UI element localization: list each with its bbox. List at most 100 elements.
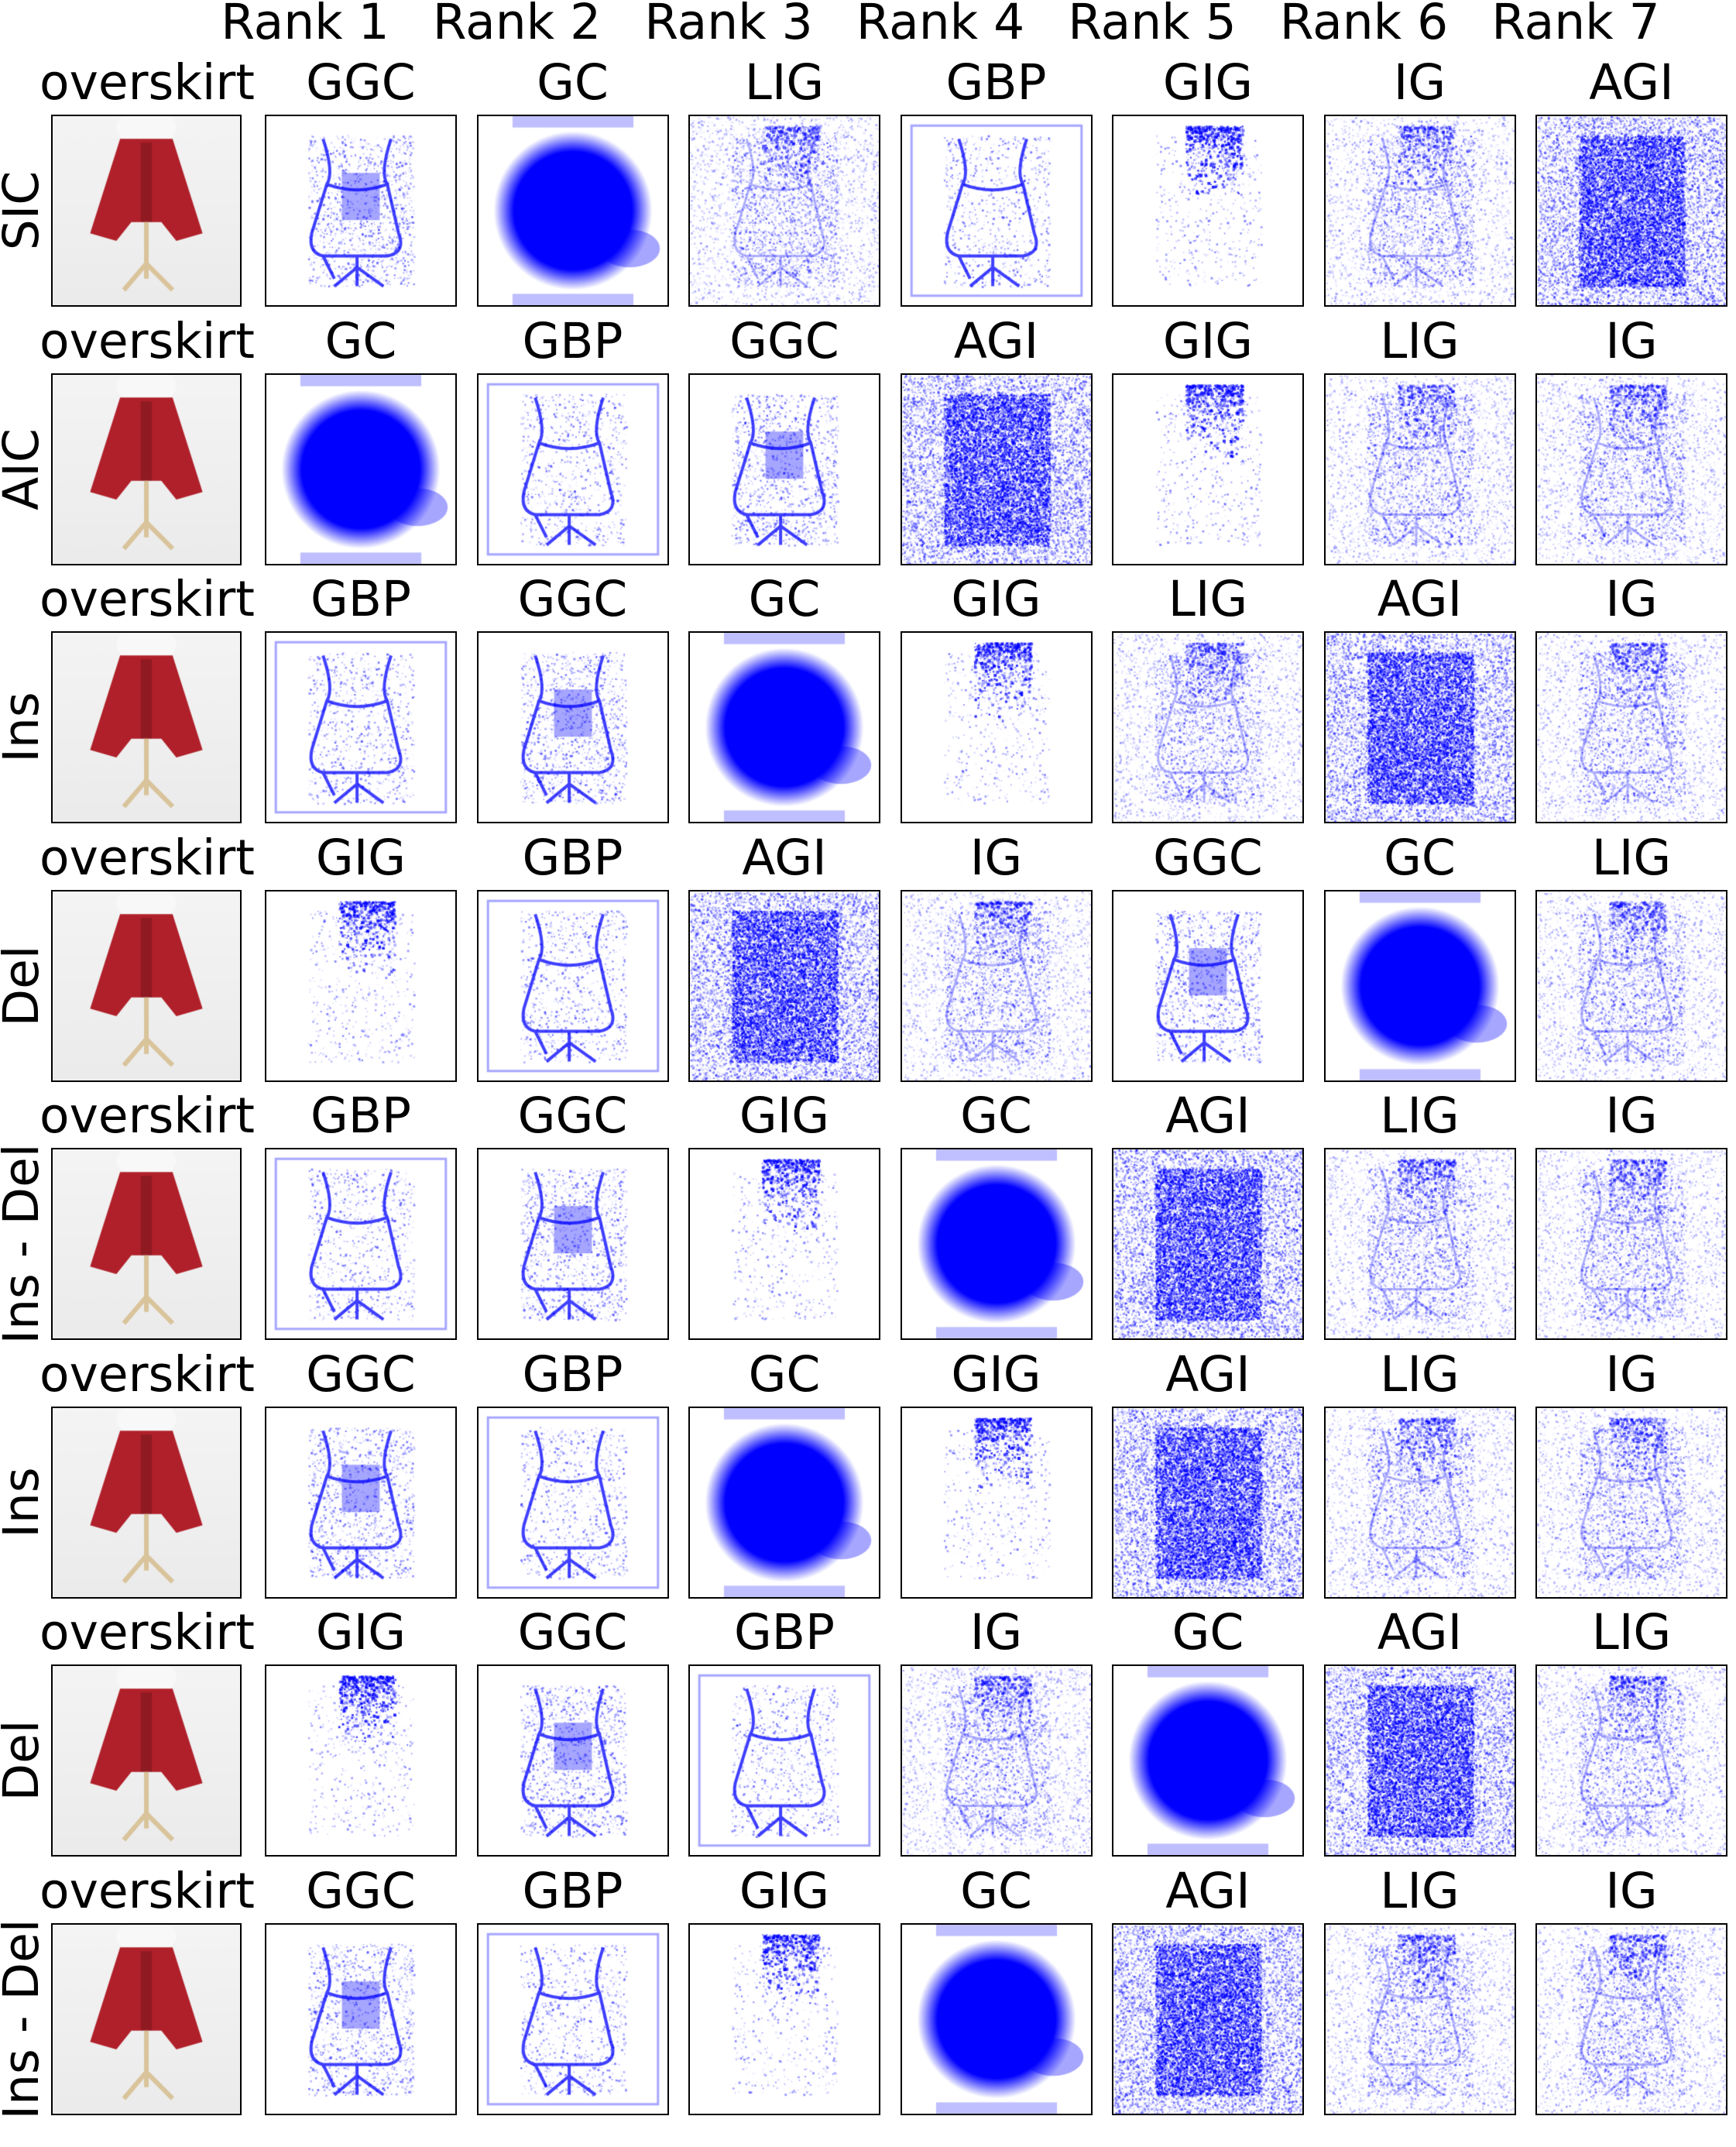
saliency-map xyxy=(1323,373,1516,565)
input-image xyxy=(51,1922,242,2115)
saliency-heatmap xyxy=(901,891,1091,1080)
method-title: LIG xyxy=(1380,312,1460,369)
saliency-heatmap xyxy=(901,1149,1091,1338)
rank-header-3: Rank 3 xyxy=(644,0,813,50)
saliency-map xyxy=(265,1922,457,2115)
method-title: GBP xyxy=(310,571,412,627)
row-label-metric: Ins xyxy=(0,692,50,763)
method-title: IG xyxy=(1393,54,1446,111)
saliency-map xyxy=(265,115,457,307)
saliency-heatmap xyxy=(901,1666,1091,1855)
method-title: GBP xyxy=(733,1604,835,1661)
input-image xyxy=(51,373,242,565)
method-title: GGC xyxy=(1153,829,1263,886)
saliency-heatmap xyxy=(690,1666,879,1855)
saliency-heatmap xyxy=(690,116,879,305)
method-title: LIG xyxy=(1380,1862,1460,1919)
saliency-map xyxy=(265,889,457,1082)
saliency-heatmap xyxy=(478,633,667,822)
saliency-heatmap xyxy=(1113,1924,1302,2114)
saliency-heatmap xyxy=(1537,1666,1726,1855)
saliency-heatmap xyxy=(266,374,455,564)
method-title: GBP xyxy=(310,1087,412,1144)
method-title: GC xyxy=(537,54,609,111)
saliency-map xyxy=(1112,1148,1304,1340)
method-title: GIG xyxy=(739,1087,830,1144)
saliency-heatmap xyxy=(478,1666,667,1855)
class-name-title: overskirt xyxy=(39,829,255,886)
input-image xyxy=(51,1664,242,1857)
saliency-map xyxy=(900,373,1093,565)
saliency-map xyxy=(688,1664,880,1857)
saliency-map xyxy=(476,1148,669,1340)
saliency-map xyxy=(1323,1664,1516,1857)
saliency-map xyxy=(265,373,457,565)
saliency-heatmap xyxy=(901,1407,1091,1597)
input-image xyxy=(51,115,242,307)
saliency-map xyxy=(688,373,880,565)
class-name-title: overskirt xyxy=(39,54,255,111)
saliency-heatmap xyxy=(1325,1666,1515,1855)
method-title: GIG xyxy=(951,1345,1041,1403)
saliency-heatmap xyxy=(266,1149,455,1338)
saliency-heatmap xyxy=(266,1924,455,2114)
saliency-map xyxy=(476,1406,669,1599)
row-label-metric: Ins xyxy=(0,1466,50,1538)
method-title: GC xyxy=(1384,829,1456,886)
method-title: IG xyxy=(969,1604,1023,1661)
class-name-title: overskirt xyxy=(39,1862,255,1919)
saliency-map xyxy=(265,1406,457,1599)
method-title: LIG xyxy=(1168,571,1248,627)
saliency-heatmap xyxy=(1537,891,1726,1080)
method-title: GBP xyxy=(522,829,623,886)
saliency-map xyxy=(1535,889,1727,1082)
saliency-heatmap xyxy=(1537,1407,1726,1597)
method-title: AGI xyxy=(1165,1345,1251,1403)
saliency-heatmap xyxy=(690,374,879,564)
method-title: GC xyxy=(748,571,821,627)
saliency-heatmap xyxy=(266,1407,455,1597)
rank-header-4: Rank 4 xyxy=(856,0,1025,50)
method-title: GC xyxy=(960,1087,1032,1144)
saliency-map xyxy=(1323,1406,1516,1599)
method-title: IG xyxy=(1605,1862,1658,1919)
saliency-heatmap xyxy=(1325,891,1515,1080)
saliency-heatmap xyxy=(901,374,1091,564)
method-title: GBP xyxy=(522,312,623,369)
method-title: LIG xyxy=(1380,1087,1460,1144)
saliency-map xyxy=(1535,115,1727,307)
rank-header-5: Rank 5 xyxy=(1068,0,1237,50)
saliency-heatmap xyxy=(1537,1149,1726,1338)
saliency-map xyxy=(476,1664,669,1857)
method-title: GC xyxy=(1172,1604,1244,1661)
saliency-map xyxy=(900,889,1093,1082)
saliency-heatmap xyxy=(266,633,455,822)
saliency-heatmap xyxy=(478,1407,667,1597)
saliency-heatmap xyxy=(1537,1924,1726,2114)
saliency-map xyxy=(900,1664,1093,1857)
saliency-map xyxy=(688,631,880,823)
saliency-heatmap xyxy=(1113,374,1302,564)
row-label-metric: Ins - Del xyxy=(0,1919,50,2119)
rank-header-7: Rank 7 xyxy=(1491,0,1660,50)
saliency-heatmap xyxy=(690,1149,879,1338)
saliency-map xyxy=(1535,1148,1727,1340)
saliency-map xyxy=(1112,889,1304,1082)
row-label-metric: Del xyxy=(0,1719,50,1802)
method-title: GBP xyxy=(945,54,1047,111)
method-title: GC xyxy=(748,1345,821,1403)
method-title: GGC xyxy=(306,1862,416,1919)
overskirt-photo xyxy=(53,1407,240,1597)
method-title: GIG xyxy=(1162,312,1254,369)
saliency-map xyxy=(1112,631,1304,823)
saliency-map xyxy=(1112,373,1304,565)
saliency-heatmap xyxy=(1325,374,1515,564)
saliency-map xyxy=(476,115,669,307)
saliency-map xyxy=(900,1148,1093,1340)
saliency-heatmap xyxy=(1537,633,1726,822)
method-title: GIG xyxy=(951,571,1041,627)
saliency-map xyxy=(1535,631,1727,823)
saliency-heatmap xyxy=(690,1407,879,1597)
saliency-heatmap xyxy=(266,116,455,305)
